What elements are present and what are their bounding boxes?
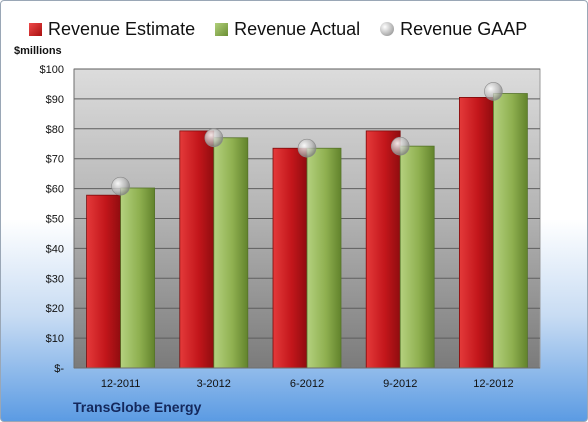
bars (86, 93, 528, 369)
legend-swatch-gaap (380, 22, 395, 36)
x-tick-label: 6-2012 (290, 378, 324, 390)
bar-revenue-estimate (272, 147, 308, 369)
marker-revenue-gaap (297, 138, 317, 158)
x-tick-label: 9-2012 (383, 378, 417, 390)
y-tick-label: $50 (46, 214, 64, 226)
x-tick-label: 3-2012 (197, 378, 231, 390)
bar-revenue-actual (492, 93, 528, 369)
y-tick-label: $90 (46, 94, 64, 106)
legend-label-gaap: Revenue GAAP (400, 18, 528, 39)
y-tick-label: $80 (46, 124, 64, 136)
y-tick-label: $10 (46, 333, 64, 345)
legend-item-estimate: Revenue Estimate (29, 19, 195, 40)
legend-item-actual: Revenue Actual (215, 19, 360, 40)
legend-label-actual: Revenue Actual (234, 18, 361, 39)
bar-revenue-estimate (365, 130, 401, 369)
legend-swatch-estimate (29, 22, 42, 36)
bar-revenue-actual (120, 187, 155, 369)
bar-revenue-actual (399, 145, 435, 369)
legend-swatch-actual (215, 22, 229, 36)
x-tick-label: 12-2012 (473, 378, 513, 390)
marker-revenue-gaap (111, 176, 130, 196)
x-tick-label: 12-2011 (101, 378, 141, 390)
y-tick-label: $20 (46, 303, 64, 315)
y-tick-label: $60 (46, 184, 64, 196)
chart-legend: Revenue Estimate Revenue Actual Revenue … (29, 17, 547, 41)
y-tick-label: $70 (46, 154, 64, 166)
marker-revenue-gaap (390, 136, 410, 156)
marker-revenue-gaap (204, 128, 224, 148)
legend-label-estimate: Revenue Estimate (48, 18, 196, 39)
bar-revenue-actual (306, 147, 342, 369)
company-name: TransGlobe Energy (73, 399, 202, 415)
y-tick-label: $- (54, 363, 64, 375)
y-tick-label: $100 (40, 64, 64, 76)
marker-revenue-gaap (484, 82, 503, 101)
bar-revenue-estimate (458, 97, 494, 369)
y-tick-label: $40 (46, 243, 64, 255)
bar-revenue-estimate (179, 130, 215, 369)
gaap-markers (111, 82, 503, 196)
legend-item-gaap: Revenue GAAP (380, 19, 527, 40)
bar-revenue-estimate (86, 194, 121, 369)
y-tick-label: $30 (46, 273, 64, 285)
y-axis-unit-label: $millions (14, 45, 62, 57)
axes: $- $10 $20 $30 $40 $50 $60 $70 $80 $90 $100 12-2011… (40, 64, 540, 390)
bar-revenue-actual (213, 137, 249, 369)
